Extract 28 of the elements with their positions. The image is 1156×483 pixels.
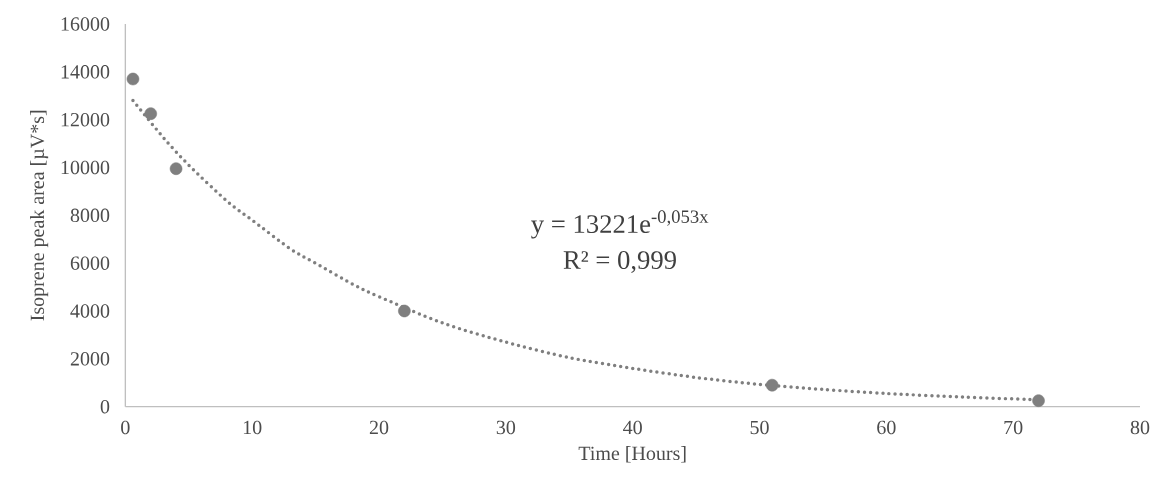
x-tick-label: 20 [369,420,389,435]
y-tick-label: 16000 [61,17,110,31]
y-tick-label: 0 [100,400,110,414]
y-tick-label: 6000 [70,256,110,271]
y-tick-label: 10000 [61,160,110,175]
y-tick-label: 4000 [70,304,110,318]
x-tick-label: 70 [1004,420,1023,435]
x-tick-label: 30 [496,420,516,435]
x-tick-label: 50 [750,420,769,435]
x-tick-label: 80 [1130,420,1150,435]
annotation: R² = 0,999 [563,251,676,274]
point [169,162,183,176]
point [1032,394,1045,408]
y-axis-title: Isoprene peak area [µV*s] [30,111,49,321]
point [765,379,779,392]
x-tick-label: 60 [877,420,896,435]
point [144,107,157,121]
y-tick-label: 12000 [61,113,110,127]
y-tick-label: 8000 [70,208,110,223]
x-tick-label: 40 [623,420,642,435]
y-tick-label: 14000 [61,65,110,79]
point [398,304,411,318]
x-axis-title: Time [Hours] [578,446,686,463]
x-tick-label: 0 [121,420,130,435]
y-tick-label: 2000 [70,352,110,366]
annotation: y = 13221e$^{-0,053x}$ [531,210,709,239]
point [126,72,140,86]
x-tick-label: 10 [243,420,262,435]
